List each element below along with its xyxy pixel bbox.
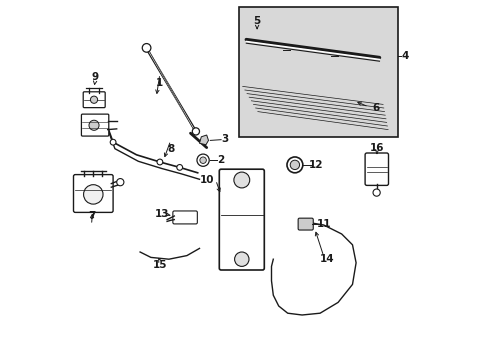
Text: 16: 16 [369,143,384,153]
Text: 14: 14 [319,254,334,264]
FancyBboxPatch shape [172,211,197,224]
Text: 15: 15 [152,260,167,270]
Bar [239,7,397,137]
Circle shape [197,154,209,166]
Text: 9: 9 [91,72,99,82]
FancyBboxPatch shape [81,114,108,136]
FancyBboxPatch shape [73,175,113,212]
Polygon shape [199,135,208,145]
Text: 12: 12 [308,160,323,170]
Circle shape [286,157,302,173]
FancyBboxPatch shape [298,218,313,230]
Circle shape [289,160,299,170]
Text: 4: 4 [400,51,407,62]
Text: 6: 6 [371,103,379,113]
Text: 7: 7 [88,211,95,221]
Text: 8: 8 [167,144,174,154]
FancyBboxPatch shape [365,153,387,185]
Circle shape [233,172,249,188]
Circle shape [83,185,103,204]
FancyBboxPatch shape [219,169,264,270]
Text: 13: 13 [154,209,169,219]
Circle shape [90,96,98,103]
Circle shape [142,44,151,52]
Text: 5: 5 [253,16,260,26]
Text: 2: 2 [217,155,224,165]
Circle shape [117,179,123,186]
Circle shape [200,157,206,163]
Text: 11: 11 [316,219,330,229]
Circle shape [372,189,380,196]
Text: 1: 1 [156,78,163,88]
Circle shape [89,120,99,130]
Circle shape [177,165,182,170]
FancyBboxPatch shape [83,92,105,108]
Circle shape [110,139,116,145]
Circle shape [234,252,248,266]
Text: 10: 10 [199,175,214,185]
Text: 3: 3 [221,134,228,144]
Circle shape [157,159,163,165]
Circle shape [192,128,199,135]
